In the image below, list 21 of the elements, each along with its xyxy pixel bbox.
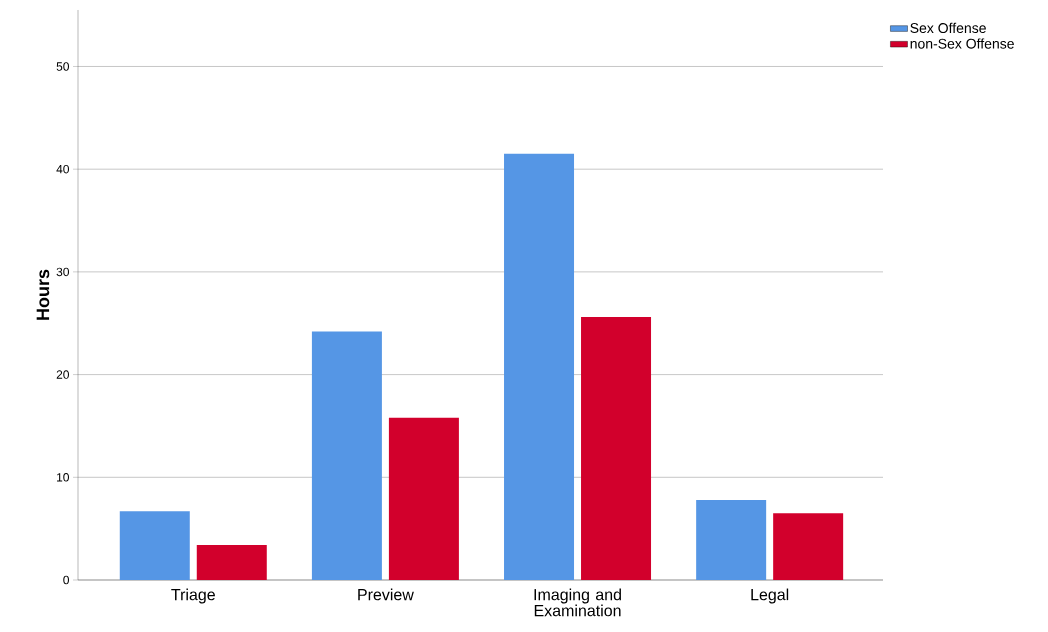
legend-label: Sex Offense xyxy=(910,22,986,34)
legend-label: non-Sex Offense xyxy=(910,38,1014,49)
y-tick-label: 30 xyxy=(56,267,70,277)
y-tick-label: 10 xyxy=(57,473,70,482)
bar xyxy=(696,499,767,580)
x-tick-label: Imaging and Examination xyxy=(534,588,621,617)
bar xyxy=(504,153,575,580)
bar xyxy=(581,317,652,580)
bar xyxy=(388,417,459,580)
y-tick-label: 50 xyxy=(56,62,70,71)
x-tick-label: Preview xyxy=(358,588,414,601)
y-tick-label: 40 xyxy=(56,164,70,174)
y-tick-label: 0 xyxy=(63,575,70,585)
y-tick-label: 20 xyxy=(56,370,70,379)
y-axis-title: Hours xyxy=(36,269,50,320)
x-tick-label: Legal xyxy=(751,588,789,604)
bar xyxy=(311,331,382,580)
x-tick-label: Triage xyxy=(171,588,215,604)
bar xyxy=(773,513,844,580)
bar xyxy=(196,545,267,580)
bar xyxy=(119,511,190,580)
